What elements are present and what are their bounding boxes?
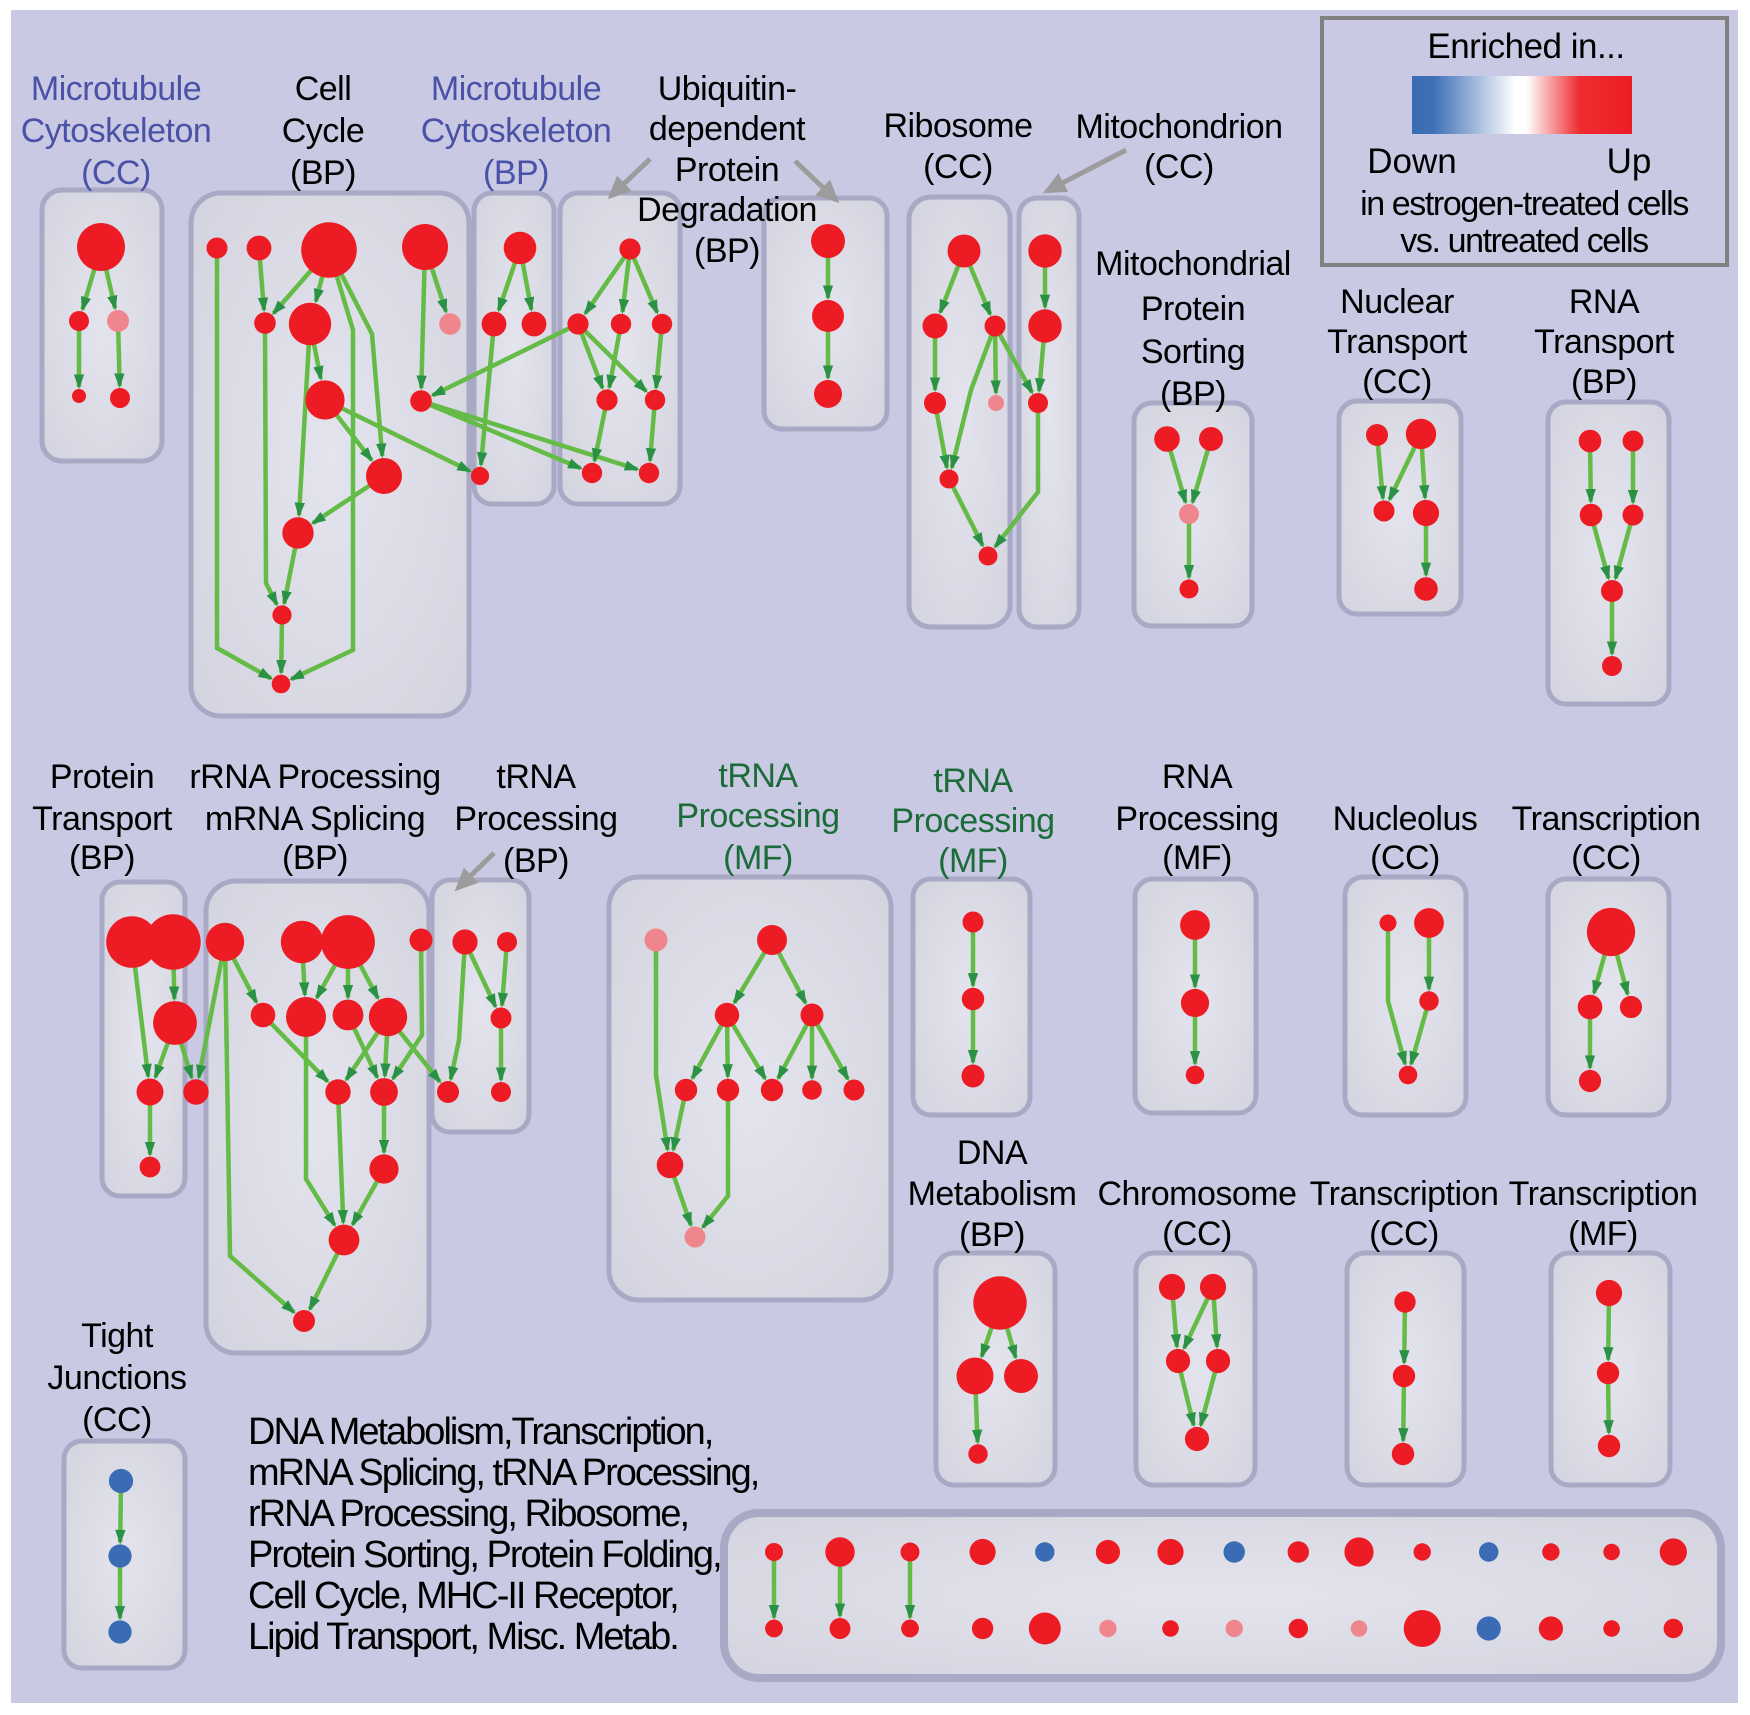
svg-text:(CC): (CC) [1144,148,1214,186]
svg-text:DNA Metabolism,Transcription,: DNA Metabolism,Transcription, [248,1411,712,1453]
svg-text:Processing: Processing [676,797,839,835]
svg-text:Cycle: Cycle [282,112,365,150]
svg-text:Protein: Protein [50,758,154,796]
svg-text:Tight: Tight [81,1317,154,1355]
svg-text:Transcription: Transcription [1310,1175,1499,1213]
svg-text:Metabolism: Metabolism [908,1175,1077,1213]
svg-text:(CC): (CC) [1162,1215,1232,1253]
svg-text:Chromosome: Chromosome [1097,1175,1296,1213]
svg-text:mRNA Splicing, tRNA Processing: mRNA Splicing, tRNA Processing, [248,1452,758,1494]
svg-text:in estrogen-treated cells: in estrogen-treated cells [1360,185,1688,223]
svg-text:Degradation: Degradation [637,191,817,229]
svg-text:Cytoskeleton: Cytoskeleton [421,112,612,150]
svg-text:(CC): (CC) [1370,839,1440,877]
svg-text:tRNA: tRNA [496,758,576,796]
svg-text:Sorting: Sorting [1141,333,1245,371]
svg-text:(CC): (CC) [1362,363,1432,401]
svg-text:(BP): (BP) [694,232,760,270]
svg-text:Transcription: Transcription [1512,800,1701,838]
svg-text:Protein Sorting, Protein Foldi: Protein Sorting, Protein Folding, [248,1534,721,1576]
svg-text:Transport: Transport [1327,323,1468,361]
svg-text:(BP): (BP) [69,839,135,877]
svg-text:(BP): (BP) [959,1216,1025,1254]
svg-text:Ubiquitin-: Ubiquitin- [658,70,797,108]
svg-text:mRNA Splicing: mRNA Splicing [205,800,425,838]
svg-text:Nucleolus: Nucleolus [1333,800,1478,838]
svg-text:Cell: Cell [295,70,352,108]
svg-text:(CC): (CC) [1571,839,1641,877]
svg-text:(BP): (BP) [503,842,569,880]
svg-text:Nuclear: Nuclear [1340,283,1454,321]
svg-text:Mitochondrion: Mitochondrion [1075,108,1282,146]
svg-text:(CC): (CC) [923,148,993,186]
svg-text:Ribosome: Ribosome [883,107,1032,145]
svg-text:(BP): (BP) [1160,375,1226,413]
svg-text:(MF): (MF) [1162,839,1232,877]
svg-text:(CC): (CC) [81,154,151,192]
svg-text:(BP): (BP) [282,839,348,877]
svg-text:Down: Down [1367,142,1456,181]
svg-text:tRNA: tRNA [718,757,798,795]
svg-text:DNA: DNA [957,1134,1028,1172]
svg-text:(BP): (BP) [290,154,356,192]
svg-text:vs. untreated cells: vs. untreated cells [1400,222,1648,260]
svg-text:Processing: Processing [454,800,617,838]
svg-text:(CC): (CC) [82,1401,152,1439]
svg-text:Enriched in...: Enriched in... [1427,27,1624,66]
svg-text:(CC): (CC) [1369,1215,1439,1253]
svg-text:dependent: dependent [649,110,806,148]
svg-text:Cell Cycle, MHC-II Receptor,: Cell Cycle, MHC-II Receptor, [248,1575,678,1617]
svg-text:Mitochondrial: Mitochondrial [1095,245,1291,283]
svg-text:(MF): (MF) [1568,1215,1638,1253]
svg-text:rRNA Processing: rRNA Processing [189,758,440,796]
svg-text:tRNA: tRNA [933,762,1013,800]
svg-text:Lipid Transport, Misc. Metab.: Lipid Transport, Misc. Metab. [248,1616,678,1658]
svg-text:Protein: Protein [1141,290,1245,328]
svg-text:(MF): (MF) [938,842,1008,880]
svg-text:(BP): (BP) [483,154,549,192]
svg-text:RNA: RNA [1569,283,1640,321]
svg-text:Transport: Transport [32,800,173,838]
svg-text:Processing: Processing [1115,800,1278,838]
svg-text:(MF): (MF) [723,839,793,877]
svg-text:Cytoskeleton: Cytoskeleton [21,112,212,150]
svg-text:Transcription: Transcription [1509,1175,1698,1213]
svg-text:Up: Up [1607,142,1652,181]
svg-text:rRNA Processing, Ribosome,: rRNA Processing, Ribosome, [248,1493,688,1535]
svg-text:Junctions: Junctions [47,1359,186,1397]
svg-text:Processing: Processing [891,802,1054,840]
svg-text:RNA: RNA [1162,758,1233,796]
svg-text:(BP): (BP) [1571,363,1637,401]
svg-text:Protein: Protein [675,151,779,189]
svg-text:Microtubule: Microtubule [431,70,601,108]
svg-text:Microtubule: Microtubule [31,70,201,108]
svg-text:Transport: Transport [1534,323,1675,361]
